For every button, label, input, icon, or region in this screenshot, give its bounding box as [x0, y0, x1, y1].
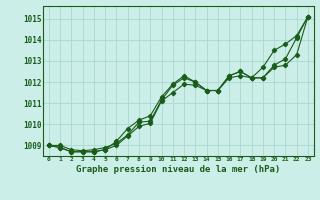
X-axis label: Graphe pression niveau de la mer (hPa): Graphe pression niveau de la mer (hPa) — [76, 165, 281, 174]
